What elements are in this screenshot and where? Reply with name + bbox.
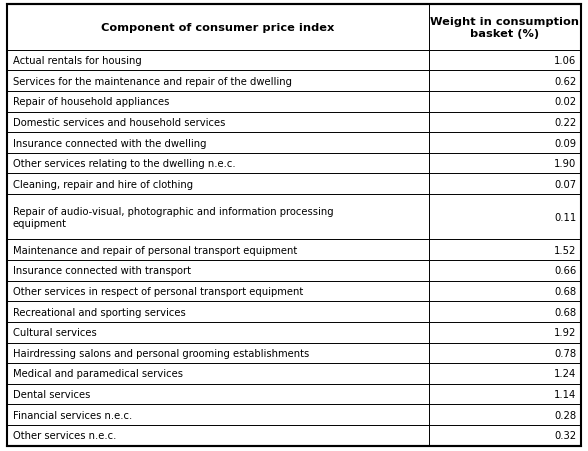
Text: Medical and paramedical services: Medical and paramedical services bbox=[13, 368, 183, 378]
Text: Other services in respect of personal transport equipment: Other services in respect of personal tr… bbox=[13, 286, 303, 296]
Text: Hairdressing salons and personal grooming establishments: Hairdressing salons and personal groomin… bbox=[13, 348, 309, 358]
Text: 0.07: 0.07 bbox=[554, 179, 576, 189]
Text: Weight in consumption
basket (%): Weight in consumption basket (%) bbox=[430, 17, 579, 39]
Text: 0.68: 0.68 bbox=[554, 286, 576, 296]
Text: Repair of audio-visual, photographic and information processing
equipment: Repair of audio-visual, photographic and… bbox=[13, 206, 333, 229]
Text: 0.28: 0.28 bbox=[554, 410, 576, 420]
Text: 0.32: 0.32 bbox=[554, 430, 576, 440]
Text: Component of consumer price index: Component of consumer price index bbox=[101, 23, 335, 33]
Text: 0.62: 0.62 bbox=[554, 77, 576, 87]
Text: 1.92: 1.92 bbox=[554, 327, 576, 337]
Text: Insurance connected with the dwelling: Insurance connected with the dwelling bbox=[13, 138, 206, 148]
Text: 0.66: 0.66 bbox=[554, 266, 576, 276]
Text: Cultural services: Cultural services bbox=[13, 327, 96, 337]
Text: Repair of household appliances: Repair of household appliances bbox=[13, 97, 169, 107]
Text: Insurance connected with transport: Insurance connected with transport bbox=[13, 266, 191, 276]
Text: Dental services: Dental services bbox=[13, 389, 91, 399]
Text: 0.68: 0.68 bbox=[554, 307, 576, 317]
Text: Services for the maintenance and repair of the dwelling: Services for the maintenance and repair … bbox=[13, 77, 292, 87]
Text: 0.22: 0.22 bbox=[554, 118, 576, 128]
Text: 1.90: 1.90 bbox=[554, 159, 576, 169]
Text: Maintenance and repair of personal transport equipment: Maintenance and repair of personal trans… bbox=[13, 245, 297, 255]
Text: 0.78: 0.78 bbox=[554, 348, 576, 358]
Text: 1.24: 1.24 bbox=[554, 368, 576, 378]
Text: 0.09: 0.09 bbox=[554, 138, 576, 148]
Text: 1.52: 1.52 bbox=[554, 245, 576, 255]
Text: Domestic services and household services: Domestic services and household services bbox=[13, 118, 225, 128]
Text: Financial services n.e.c.: Financial services n.e.c. bbox=[13, 410, 132, 420]
Text: 0.02: 0.02 bbox=[554, 97, 576, 107]
Text: 1.14: 1.14 bbox=[554, 389, 576, 399]
Text: Other services relating to the dwelling n.e.c.: Other services relating to the dwelling … bbox=[13, 159, 236, 169]
Text: Cleaning, repair and hire of clothing: Cleaning, repair and hire of clothing bbox=[13, 179, 193, 189]
Text: 1.06: 1.06 bbox=[554, 56, 576, 66]
Text: Other services n.e.c.: Other services n.e.c. bbox=[13, 430, 116, 440]
Text: Actual rentals for housing: Actual rentals for housing bbox=[13, 56, 142, 66]
Text: Recreational and sporting services: Recreational and sporting services bbox=[13, 307, 186, 317]
Text: 0.11: 0.11 bbox=[554, 212, 576, 222]
